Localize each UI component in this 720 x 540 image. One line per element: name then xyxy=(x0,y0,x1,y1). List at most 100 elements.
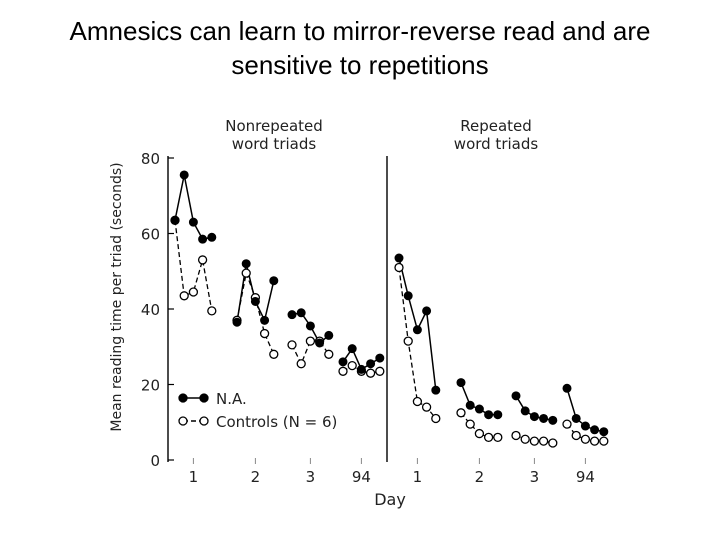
legend-marker xyxy=(178,393,188,403)
panel-title-line-2: word triads xyxy=(232,135,317,153)
na-point xyxy=(580,421,590,431)
controls-point xyxy=(474,428,485,439)
slide-title-line-1: Amnesics can learn to mirror-reverse rea… xyxy=(69,16,651,46)
na-point xyxy=(287,310,297,320)
controls-point xyxy=(269,349,279,359)
na-point xyxy=(403,291,413,301)
na-point xyxy=(241,259,251,269)
controls-point xyxy=(305,336,316,346)
na-point xyxy=(366,359,376,369)
controls-point xyxy=(347,360,357,371)
controls-point xyxy=(571,430,581,441)
na-point xyxy=(465,400,475,410)
controls-point xyxy=(412,396,423,407)
na-point xyxy=(599,427,609,437)
na-point xyxy=(431,385,441,395)
na-point xyxy=(338,357,348,367)
na-point xyxy=(179,170,189,180)
na-point xyxy=(207,232,217,242)
na-series-line xyxy=(174,174,212,241)
slide-title-line-2: sensitive to repetitions xyxy=(231,50,489,80)
na-point xyxy=(188,217,198,227)
legend-marker xyxy=(178,416,188,426)
na-point xyxy=(562,383,572,393)
controls-point xyxy=(599,436,609,446)
na-point xyxy=(511,391,521,401)
na-point xyxy=(529,412,539,422)
controls-point xyxy=(538,436,549,446)
x-tick-label: 94 xyxy=(576,468,595,486)
controls-point xyxy=(188,287,199,297)
y-tick-label: 80 xyxy=(141,150,160,168)
na-series-line xyxy=(398,257,437,391)
chart-series xyxy=(170,170,609,448)
na-point xyxy=(296,308,306,318)
x-tick-label: 2 xyxy=(251,468,261,486)
controls-point xyxy=(287,340,297,350)
controls-point xyxy=(456,408,466,418)
x-tick-label: 1 xyxy=(413,468,423,486)
chart-legend: N.A. Controls (N = 6) xyxy=(178,390,337,431)
legend-marker xyxy=(199,416,209,426)
controls-series-line xyxy=(174,220,213,312)
na-point xyxy=(571,413,581,423)
panel-title-line-1: Repeated xyxy=(460,117,532,135)
controls-point xyxy=(207,306,217,316)
y-tick-label: 60 xyxy=(141,226,160,244)
controls-point xyxy=(394,262,404,273)
na-point xyxy=(315,338,325,348)
controls-point xyxy=(421,402,432,412)
controls-point xyxy=(548,438,558,448)
controls-point xyxy=(338,366,348,376)
controls-point xyxy=(259,328,270,339)
na-point xyxy=(484,410,494,420)
x-tick-label: 2 xyxy=(475,468,485,486)
legend-label: N.A. xyxy=(216,390,247,408)
x-tick-label: 3 xyxy=(530,468,540,486)
na-point xyxy=(198,234,208,244)
na-point xyxy=(269,276,279,286)
na-point xyxy=(456,378,466,388)
y-tick-label: 40 xyxy=(141,301,160,319)
na-point xyxy=(412,325,422,335)
na-point xyxy=(375,353,385,363)
controls-point xyxy=(365,368,376,378)
na-point xyxy=(347,344,357,354)
na-point xyxy=(356,364,366,374)
y-axis-label: Mean reading time per triad (seconds) xyxy=(109,162,125,431)
x-axis-label: Day xyxy=(374,490,406,509)
controls-point xyxy=(324,349,334,359)
controls-point xyxy=(241,268,251,278)
y-tick-label: 20 xyxy=(141,377,160,395)
chart-labels: 0 20 40 60 80 Mean reading time per triad (se… xyxy=(109,117,595,509)
controls-point xyxy=(197,255,208,265)
controls-point xyxy=(403,336,413,346)
controls-point xyxy=(562,419,572,429)
na-point xyxy=(260,315,270,325)
controls-series-line xyxy=(398,267,437,419)
na-point xyxy=(422,306,432,316)
na-point xyxy=(590,425,600,435)
panel-title-line-1: Nonrepeated xyxy=(225,117,323,135)
na-point xyxy=(232,317,242,327)
y-tick-label: 0 xyxy=(150,452,160,470)
na-point xyxy=(170,215,180,225)
controls-point xyxy=(529,436,540,446)
controls-point xyxy=(483,432,494,443)
panel-title-line-2: word triads xyxy=(454,135,539,153)
na-point xyxy=(539,413,549,423)
chart-axes xyxy=(167,156,586,464)
controls-point xyxy=(375,366,385,376)
controls-point xyxy=(465,419,475,429)
controls-point xyxy=(431,413,441,424)
na-point xyxy=(548,415,558,425)
controls-point xyxy=(589,436,600,446)
na-point xyxy=(474,404,484,414)
x-tick-label: 3 xyxy=(306,468,316,486)
na-point xyxy=(493,410,503,420)
slide-title: Amnesics can learn to mirror-reverse rea… xyxy=(0,14,720,82)
na-point xyxy=(324,330,334,340)
na-point xyxy=(520,406,530,416)
controls-point xyxy=(179,291,189,301)
